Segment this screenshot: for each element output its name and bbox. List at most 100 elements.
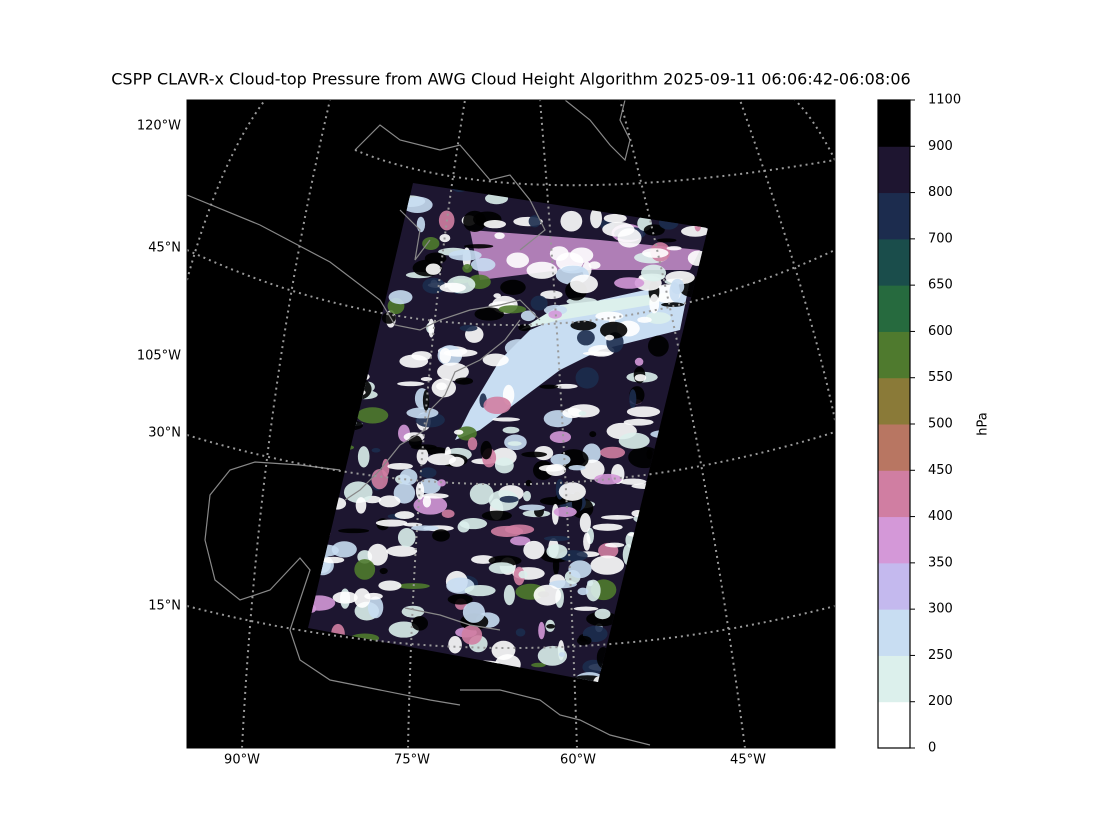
cloud [378,580,402,591]
cloud [537,645,568,666]
cloud [393,482,416,504]
cloud [530,295,548,311]
cloud [443,349,478,357]
colorbar-tick-label: 1100 [928,93,961,108]
cloud [402,196,433,214]
colorbar-tick-label: 0 [928,741,936,756]
colorbar-tick-label: 300 [928,602,953,617]
cloud [518,570,528,579]
cloud [500,279,526,295]
cloud [356,407,389,424]
cloud [462,264,473,273]
colorbar-segment [878,377,910,425]
cloud [503,584,515,606]
cloud [545,463,567,476]
cloud [634,374,647,382]
cloud [419,467,437,478]
cloud [649,293,660,314]
cloud [681,225,708,237]
cloud [474,307,504,321]
cloud [367,596,384,619]
cloud [568,560,592,579]
cloud [594,608,611,620]
cloud [411,616,429,631]
cloud [590,555,625,575]
colorbar-tick-label: 350 [928,555,953,570]
cloud [560,210,583,232]
cloud [470,258,496,272]
colorbar-segment [878,146,910,194]
cloud [590,207,602,229]
cloud [558,652,565,657]
cloud [569,247,594,263]
cloud [415,481,425,500]
cloud [406,407,439,419]
cloud [523,490,531,502]
cloud [601,515,634,520]
cloud [515,628,526,637]
cloud [437,362,469,381]
cloud [455,377,474,385]
cloud [629,389,637,409]
cloud [448,249,482,261]
cloud [539,384,559,389]
cloud [394,511,415,520]
cloud [576,330,595,346]
colorbar-tick-label: 600 [928,324,953,339]
cloud [448,636,462,654]
cloud [483,220,506,229]
cloud [614,277,645,289]
cloud [462,601,485,623]
cloud [518,324,531,332]
colorbar-segment [878,100,910,147]
cloud [666,246,682,251]
cloud [645,312,671,324]
cloud [623,418,654,426]
cloud [499,495,519,503]
cloud [602,221,635,237]
colorbar-segment [878,424,910,471]
cloud [371,448,381,453]
cloud [420,377,433,382]
cloud [550,453,571,466]
cloud [592,523,623,531]
colorbar-segment [878,238,910,286]
colorbar-tick-label: 400 [928,509,953,524]
cloud [461,625,483,645]
cloud [552,555,560,575]
cloud [463,244,494,249]
cloud [512,380,536,392]
colorbar-tick-label: 700 [928,231,953,246]
cloud [422,277,446,294]
cloud [387,462,413,470]
cloud [456,426,477,441]
cloud [367,543,388,566]
cloud [441,509,455,518]
cloud [575,367,599,389]
cloud [600,446,626,459]
colorbar-tick-label: 650 [928,278,953,293]
cloud [331,541,357,558]
cloud [353,588,371,608]
cloud [504,524,535,535]
colorbar-segment [878,655,910,703]
colorbar-tick-label: 900 [928,139,953,154]
cloud [439,282,466,293]
cloud [576,635,592,646]
cloud [523,540,545,560]
cloud [488,562,515,574]
cloud [533,584,562,606]
cloud [457,521,470,533]
colorbar-tick-label: 250 [928,648,953,663]
cloud [643,224,665,236]
map-label: 90°W [224,753,260,768]
cloud [637,316,652,323]
cloud [603,213,627,223]
cloud [518,504,546,511]
cloud [502,426,520,434]
cloud [453,429,464,435]
cloud [540,290,563,299]
cloud [543,535,570,542]
map-frame [186,99,836,749]
cloud [546,544,568,559]
